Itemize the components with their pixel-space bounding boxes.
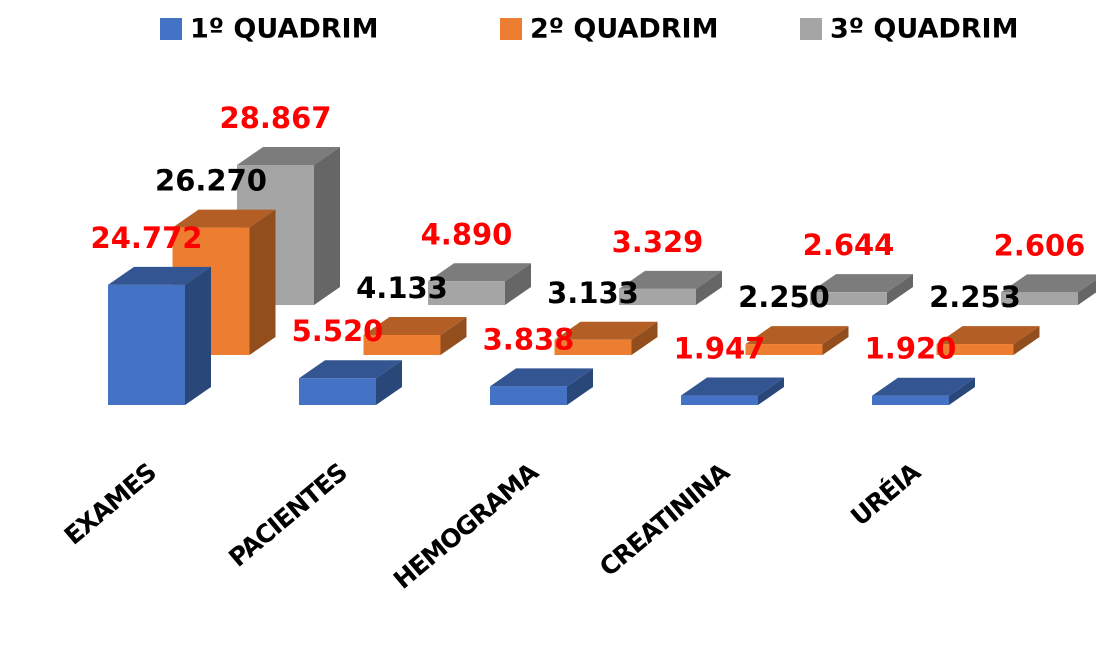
bar-front (1001, 292, 1078, 305)
bar-front (554, 339, 632, 355)
bar-top (490, 368, 593, 387)
bar-side (376, 360, 402, 405)
bar-side (567, 368, 593, 405)
bar-top (428, 263, 531, 282)
bar-top (108, 266, 211, 285)
data-label: 3.133 (547, 276, 639, 310)
legend-label: 2º QUADRIM (530, 14, 718, 45)
bar (810, 274, 913, 305)
legend-label: 1º QUADRIM (190, 14, 378, 45)
data-label: 26.270 (155, 164, 267, 198)
bar (681, 377, 784, 405)
data-label: 4.133 (356, 271, 448, 305)
data-label: 1.947 (674, 332, 766, 366)
bar-top (681, 377, 784, 396)
data-label: 24.772 (91, 221, 203, 255)
bar (745, 326, 849, 355)
bar-top (936, 326, 1040, 345)
bar-side (696, 270, 722, 305)
bar-top (745, 326, 849, 345)
bar-top (619, 270, 722, 289)
bar-front (810, 292, 887, 305)
bar-front (619, 288, 696, 305)
data-label: 4.890 (421, 217, 513, 251)
bar-front (681, 395, 758, 405)
legend-swatch (500, 18, 522, 40)
bar-top (872, 377, 975, 396)
bar-top (237, 147, 340, 165)
data-label: 2.606 (994, 228, 1086, 262)
bar-front (363, 334, 441, 355)
bar-top (172, 209, 276, 228)
bar-side (1078, 279, 1096, 305)
bar (872, 377, 975, 405)
bar-front (490, 386, 567, 405)
legend-swatch (800, 18, 822, 40)
data-label: 3.329 (612, 225, 704, 259)
data-label: 5.520 (292, 314, 384, 348)
bar-side (1013, 326, 1040, 355)
x-tick-label: CREATININA (594, 457, 736, 582)
data-label: 2.250 (738, 280, 830, 314)
bar-side (185, 266, 211, 405)
legend-label: 3º QUADRIM (830, 14, 1018, 45)
bar (299, 360, 402, 405)
bar-top (299, 360, 402, 379)
bar (108, 266, 211, 405)
data-label: 28.867 (220, 101, 332, 135)
bar-top (554, 321, 658, 340)
x-tick-label: HEMOGRAMA (388, 457, 545, 595)
bar-side (887, 274, 913, 305)
bar (490, 368, 593, 405)
bar-front (428, 281, 505, 305)
data-label: 3.838 (483, 322, 575, 356)
bar-top (1001, 274, 1096, 293)
bar (363, 316, 467, 355)
bar (1001, 274, 1096, 305)
bar-side (822, 326, 849, 355)
bar (619, 270, 722, 305)
bar-side (314, 147, 340, 305)
x-tick-label: PACIENTES (223, 458, 352, 573)
bar-front (872, 395, 949, 405)
bar-side (631, 321, 658, 355)
bar-side (505, 263, 531, 305)
bar-top (363, 316, 467, 335)
x-tick-label: URÉIA (845, 457, 926, 532)
bar (428, 263, 531, 305)
bar-front (936, 344, 1014, 355)
bar-front (299, 378, 376, 405)
x-tick-label: EXAMES (59, 458, 162, 551)
bar-side (249, 209, 276, 355)
legend-swatch (160, 18, 182, 40)
bar-front (108, 284, 185, 405)
bar (936, 326, 1040, 355)
data-label: 2.253 (929, 280, 1021, 314)
data-label: 1.920 (865, 332, 957, 366)
bar-side (440, 316, 467, 355)
bar-top (810, 274, 913, 293)
data-label: 2.644 (803, 228, 895, 262)
bar-side (758, 377, 784, 405)
bar-front (745, 344, 823, 355)
bar-side (949, 377, 975, 405)
bar (554, 321, 658, 355)
